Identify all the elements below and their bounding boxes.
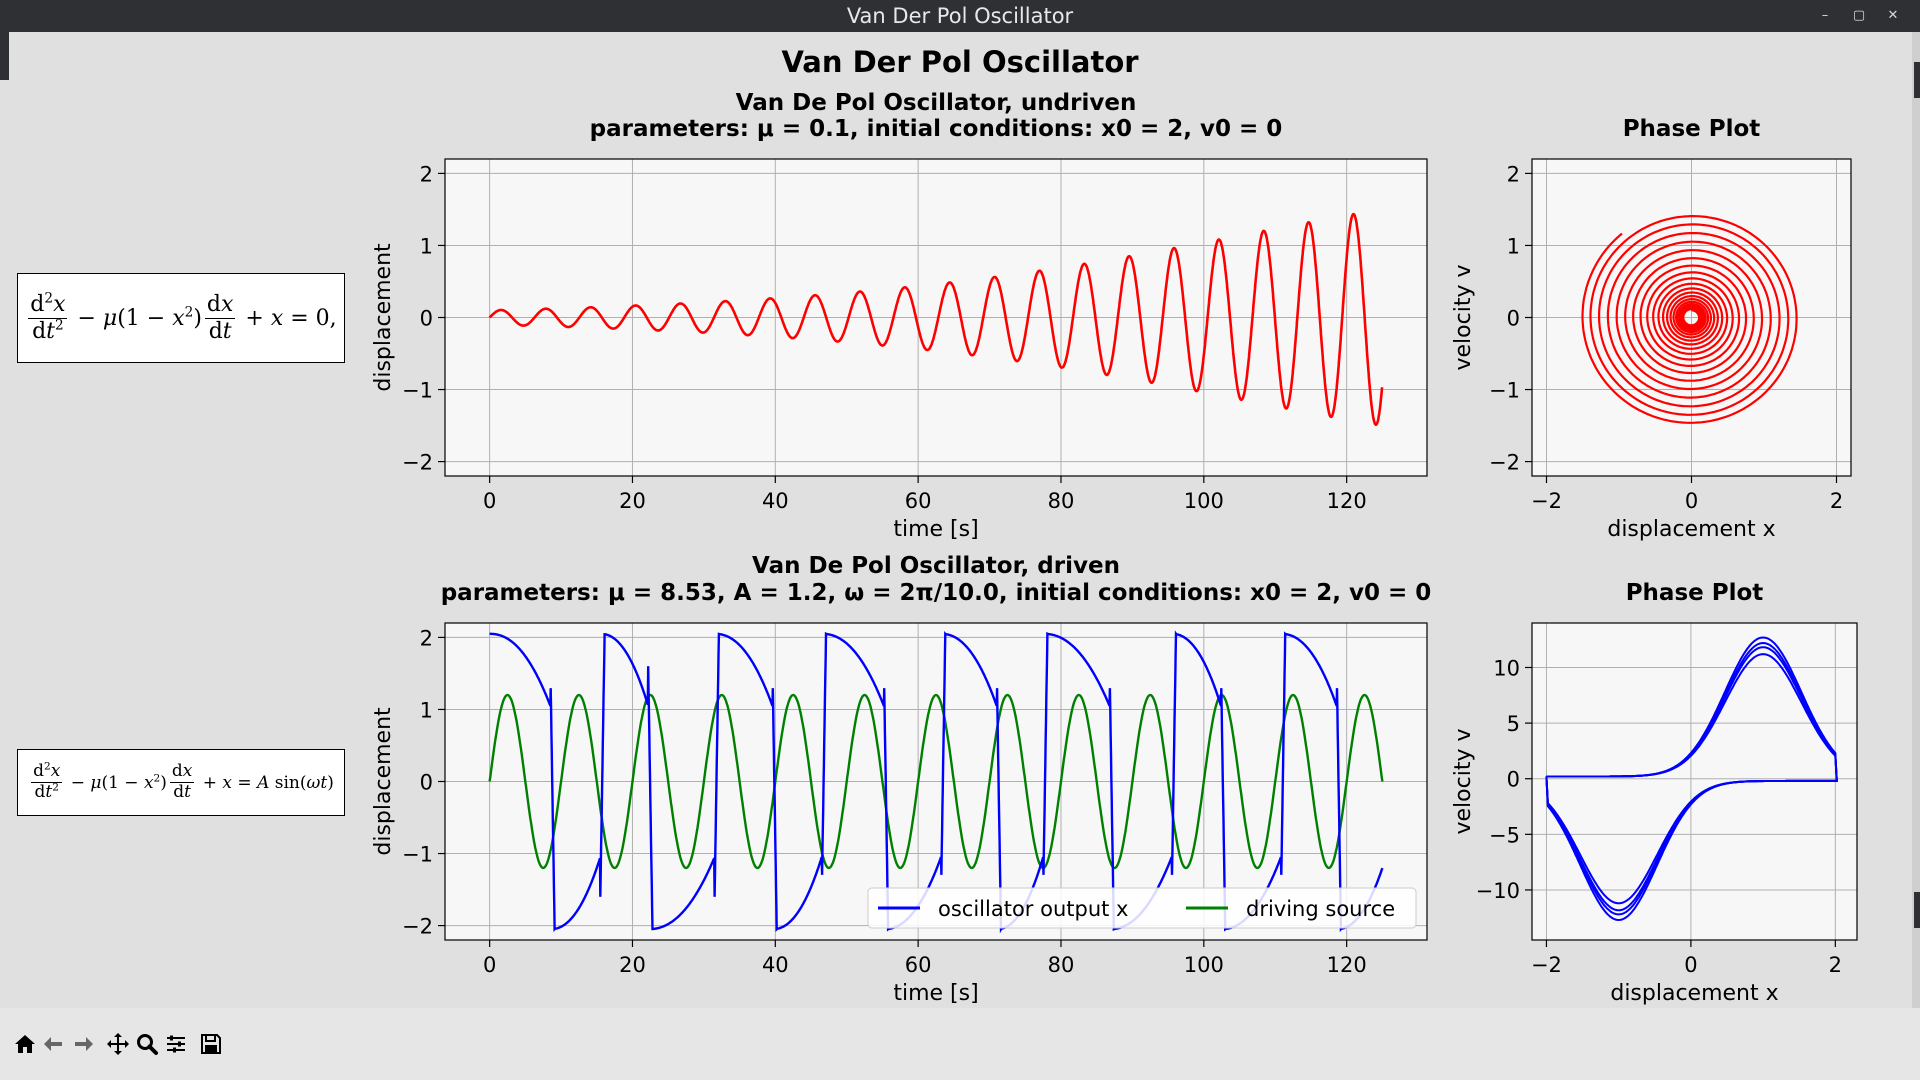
- y-tick-label: −1: [402, 379, 433, 403]
- x-tick-label: 80: [1048, 489, 1075, 513]
- chart-1: −2 0 2 −2 −1 0 1 2 displacement x velocity v Phase…: [1451, 116, 1852, 542]
- chart-subtitle: parameters: μ = 0.1, initial conditions:…: [590, 116, 1283, 142]
- chart-subtitle: parameters: μ = 8.53, A = 1.2, ω = 2π/10…: [441, 580, 1432, 606]
- legend-label-driving: driving source: [1246, 897, 1395, 921]
- close-icon[interactable]: ✕: [1887, 8, 1899, 23]
- driven-equation: d2x dt2 − μ(1 − x2) dx dt + x = A sin(ωt): [17, 749, 345, 816]
- undriven-displacement-line: [488, 212, 1384, 426]
- x-axis-label: displacement x: [1610, 981, 1778, 1006]
- y-axis-label: velocity v: [1451, 729, 1476, 835]
- x-tick-label: 40: [762, 953, 789, 977]
- maximize-icon[interactable]: ▢: [1852, 8, 1866, 23]
- x-tick-label: 0: [1685, 489, 1698, 513]
- navigation-toolbar: [0, 1008, 1920, 1080]
- x-tick-label: 0: [483, 953, 496, 977]
- driven-phase-line: [1545, 653, 1838, 905]
- driving-source-line: [488, 693, 1384, 870]
- chart-title: Van De Pol Oscillator, driven: [752, 553, 1120, 579]
- y-tick-label: 2: [420, 626, 433, 650]
- x-tick-label: 120: [1327, 953, 1367, 977]
- x-tick-label: −2: [1531, 489, 1562, 513]
- x-tick-label: 20: [619, 489, 646, 513]
- y-tick-label: −1: [402, 843, 433, 867]
- x-axis-label: time [s]: [893, 517, 978, 542]
- chart-title: Phase Plot: [1623, 116, 1761, 142]
- chart-title: Van De Pol Oscillator, undriven: [736, 90, 1137, 116]
- x-tick-label: 120: [1327, 489, 1367, 513]
- chart-2: 0 20 40 60 80 100 120 −2 −1 0 1 2 time [s] displaceme…: [371, 553, 1431, 1006]
- window-edge: [0, 32, 9, 80]
- back-arrow-icon[interactable]: [41, 1031, 67, 1057]
- y-tick-label: 1: [1507, 234, 1520, 258]
- y-tick-label: 2: [420, 162, 433, 186]
- legend: oscillator output x driving source: [867, 887, 1417, 929]
- save-icon[interactable]: [198, 1031, 224, 1057]
- chart-title: Phase Plot: [1626, 580, 1764, 606]
- y-tick-label: 0: [420, 771, 433, 795]
- home-icon[interactable]: [12, 1031, 38, 1057]
- minimize-icon[interactable]: –: [1821, 8, 1829, 23]
- y-axis-label: displacement: [371, 243, 396, 392]
- y-tick-label: 0: [1507, 307, 1520, 331]
- y-tick-label: 1: [420, 234, 433, 258]
- window-edge-right: [1912, 32, 1920, 1012]
- y-tick-label: −2: [402, 451, 433, 475]
- y-tick-label: 1: [420, 698, 433, 722]
- y-tick-label: −1: [1489, 379, 1520, 403]
- axes-frame: [1531, 622, 1858, 941]
- axes-frame: [1531, 158, 1852, 477]
- x-tick-label: 60: [905, 489, 932, 513]
- configure-subplots-icon[interactable]: [163, 1031, 189, 1057]
- axes-frame: [444, 622, 1428, 941]
- x-tick-label: 40: [762, 489, 789, 513]
- undriven-phase-line: [1581, 215, 1798, 424]
- y-tick-label: 0: [420, 307, 433, 331]
- pan-icon[interactable]: [105, 1031, 131, 1057]
- x-tick-label: 0: [1684, 953, 1697, 977]
- y-tick-label: −5: [1489, 823, 1520, 847]
- x-tick-label: −2: [1531, 953, 1562, 977]
- undriven-equation: d2x dt2 − μ(1 − x2) dx dt + x = 0,: [17, 273, 345, 363]
- y-tick-label: −10: [1476, 879, 1520, 903]
- x-tick-label: 80: [1048, 953, 1075, 977]
- window-titlebar: Van Der Pol Oscillator – ▢ ✕: [0, 0, 1920, 32]
- y-tick-label: 5: [1507, 712, 1520, 736]
- y-tick-label: −2: [1489, 451, 1520, 475]
- zoom-icon[interactable]: [134, 1031, 160, 1057]
- y-tick-label: 10: [1493, 656, 1520, 680]
- legend-box: [867, 887, 1417, 929]
- y-axis-label: displacement: [371, 707, 396, 856]
- x-tick-label: 100: [1184, 489, 1224, 513]
- chart-0: 0 20 40 60 80 100 120 −2 −1 0 1 2 time [s] displaceme…: [371, 90, 1428, 542]
- figure-suptitle: Van Der Pol Oscillator: [781, 45, 1139, 79]
- axes-frame: [444, 158, 1428, 477]
- x-tick-label: 100: [1184, 953, 1224, 977]
- x-tick-label: 0: [483, 489, 496, 513]
- y-tick-label: −2: [402, 915, 433, 939]
- y-tick-label: 2: [1507, 162, 1520, 186]
- x-tick-label: 2: [1830, 489, 1843, 513]
- x-axis-label: time [s]: [893, 981, 978, 1006]
- x-tick-label: 20: [619, 953, 646, 977]
- chart-3: −2 0 2 −10 −5 0 5 10 displacement x velocity v Pha…: [1451, 580, 1858, 1006]
- forward-arrow-icon[interactable]: [70, 1031, 96, 1057]
- y-tick-label: 0: [1507, 768, 1520, 792]
- x-axis-label: displacement x: [1607, 517, 1775, 542]
- y-axis-label: velocity v: [1451, 265, 1476, 371]
- x-tick-label: 60: [905, 953, 932, 977]
- window-title: Van Der Pol Oscillator: [846, 4, 1074, 28]
- x-tick-label: 2: [1829, 953, 1842, 977]
- legend-label-oscillator: oscillator output x: [938, 897, 1128, 921]
